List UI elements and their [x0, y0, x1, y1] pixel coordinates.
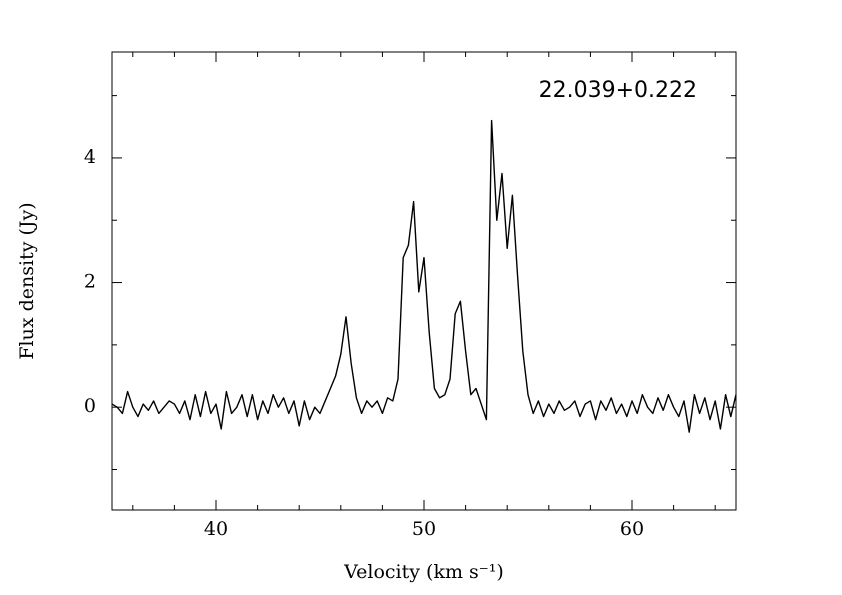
y-axis-label: Flux density (Jy): [16, 202, 38, 359]
x-tick-label: 60: [620, 518, 644, 540]
y-tick-label: 2: [84, 271, 96, 293]
y-tick-label: 4: [84, 146, 96, 168]
plot-frame: [111, 51, 737, 511]
x-axis-label: Velocity (km s⁻¹): [343, 561, 504, 583]
annotation: 22.039+0.222: [539, 78, 697, 103]
spectrum-line: [111, 119, 737, 433]
y-tick-label: 0: [84, 395, 96, 417]
x-tick-label: 40: [204, 518, 228, 540]
x-tick-label: 50: [412, 518, 436, 540]
